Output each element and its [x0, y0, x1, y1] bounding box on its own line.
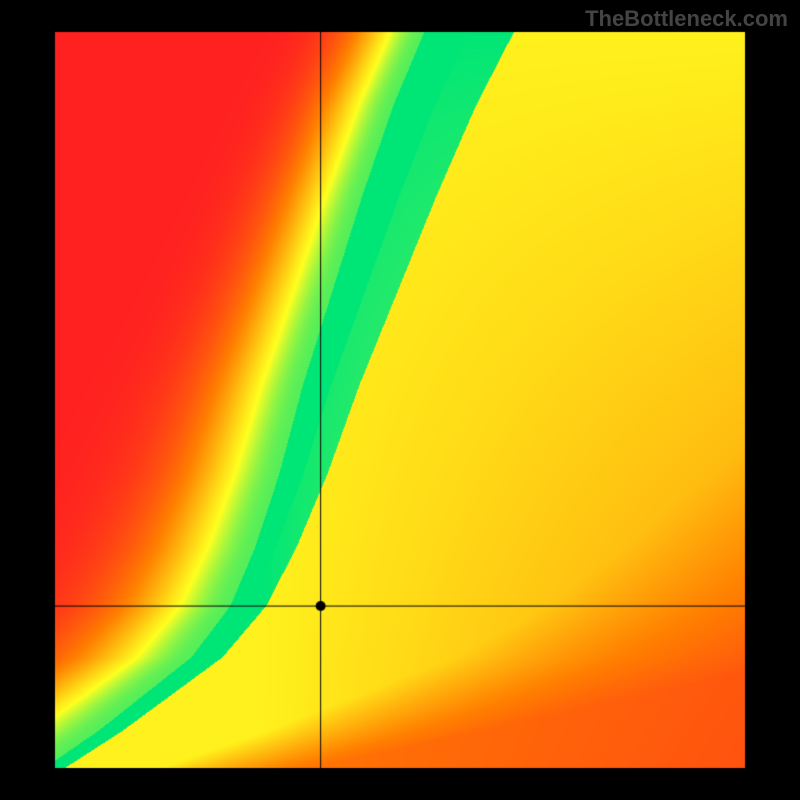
- heatmap-canvas: [0, 0, 800, 800]
- watermark-text: TheBottleneck.com: [585, 6, 788, 32]
- chart-container: TheBottleneck.com: [0, 0, 800, 800]
